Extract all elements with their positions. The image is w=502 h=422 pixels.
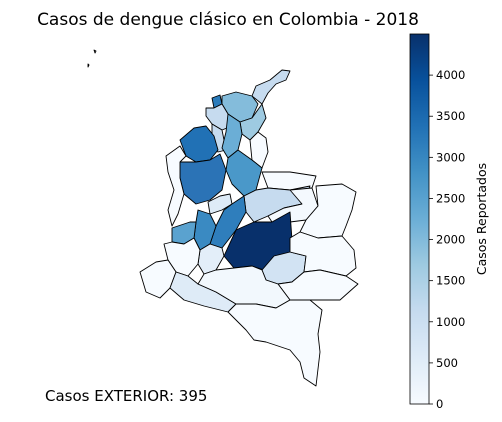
exterior-cases-note: Casos EXTERIOR: 395 — [45, 387, 207, 405]
colorbar-tick-label: 500 — [436, 356, 458, 370]
colorbar-label: Casos Reportados — [474, 163, 489, 275]
map-region — [179, 125, 219, 163]
map-region — [87, 63, 90, 68]
map-region — [227, 299, 323, 387]
map-region — [165, 145, 187, 227]
colorbar-tick-label: 0 — [436, 397, 443, 411]
colorbar-ticks: 0 500 1000 1500 2000 2500 3000 3500 4000 — [429, 68, 465, 411]
colorbar-tick-label: 2000 — [436, 233, 465, 247]
colorbar: 0 500 1000 1500 2000 2500 3000 3500 4000 Casos R… — [409, 33, 489, 411]
colorbar-tick-label: 1500 — [436, 274, 465, 288]
map-region — [251, 69, 291, 105]
colorbar-gradient — [409, 33, 430, 405]
colorbar-tick-label: 4000 — [436, 68, 465, 82]
colorbar-tick-label: 3500 — [436, 109, 465, 123]
map-region — [93, 49, 97, 54]
colorbar-tick-label: 1000 — [436, 315, 465, 329]
map-region — [239, 103, 267, 141]
chart-title: Casos de dengue clásico en Colombia - 20… — [37, 10, 419, 30]
map-region — [289, 231, 357, 277]
colorbar-tick-label: 3000 — [436, 150, 465, 164]
map-region — [197, 265, 291, 309]
map-region — [139, 259, 177, 299]
colorbar-tick-label: 2500 — [436, 191, 465, 205]
map-region — [197, 243, 225, 275]
colombia-map — [87, 49, 359, 387]
